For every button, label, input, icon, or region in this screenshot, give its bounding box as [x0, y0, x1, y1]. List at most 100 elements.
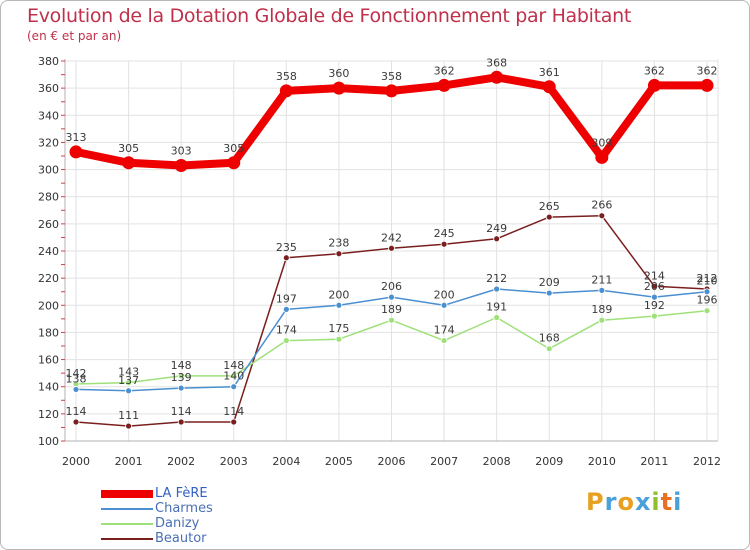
point-la-f-re-2007: [437, 78, 451, 92]
data-label-la-f-re-2003: 305: [223, 142, 244, 155]
point-la-f-re-2003: [227, 156, 241, 170]
x-tick-label-2001: 2001: [115, 455, 143, 468]
point-danizy-2006: [388, 316, 395, 324]
data-label-charmes-2005: 200: [328, 288, 349, 301]
legend-label-charmes: Charmes: [155, 501, 213, 516]
point-charmes-2005: [335, 301, 343, 309]
data-label-charmes-2006: 206: [381, 280, 402, 293]
brand-logo-o: o: [617, 488, 635, 516]
legend-label-la-f-re: LA FèRE: [155, 486, 208, 501]
y-tick-label-260: 260: [38, 218, 59, 231]
point-danizy-2003: [230, 372, 238, 380]
data-label-beautor-2006: 242: [381, 231, 402, 244]
point-danizy-2002: [177, 372, 185, 380]
data-label-beautor-2001: 111: [118, 409, 139, 422]
point-la-f-re-2011: [647, 78, 661, 92]
legend-swatch-charmes: [101, 508, 153, 510]
x-tick-label-2002: 2002: [167, 455, 195, 468]
data-label-beautor-2010: 266: [591, 199, 612, 212]
data-label-beautor-2002: 114: [171, 405, 192, 418]
point-danizy-2001: [125, 379, 132, 387]
point-la-f-re-2000: [69, 145, 83, 159]
legend-swatch-la-f-re: [101, 490, 153, 498]
brand-logo: Proxiti: [586, 488, 682, 516]
point-danizy-2012: [703, 307, 711, 315]
data-label-danizy-2012: 196: [697, 294, 718, 307]
data-label-beautor-2011: 214: [644, 269, 665, 282]
y-tick-label-380: 380: [38, 55, 59, 68]
data-label-charmes-2001: 137: [118, 374, 139, 387]
x-tick-label-2007: 2007: [430, 455, 458, 468]
x-tick-label-2011: 2011: [640, 455, 668, 468]
y-tick-label-220: 220: [38, 272, 59, 285]
point-charmes-2003: [230, 383, 238, 391]
point-beautor-2003: [230, 418, 238, 426]
point-beautor-2010: [598, 212, 606, 220]
data-label-charmes-2007: 200: [434, 288, 455, 301]
data-label-beautor-2005: 238: [328, 237, 349, 250]
data-label-charmes-2004: 197: [276, 292, 297, 305]
y-tick-label-360: 360: [38, 82, 59, 95]
data-label-danizy-2002: 148: [171, 359, 192, 372]
data-label-charmes-2010: 211: [591, 273, 612, 286]
point-beautor-2004: [282, 254, 290, 262]
data-label-charmes-2009: 209: [539, 276, 560, 289]
data-label-la-f-re-2002: 303: [171, 145, 192, 158]
data-label-charmes-2012: 210: [697, 275, 718, 288]
axes: 100 120 140 160 180 200 220 240 260 280 300 320 340 3…: [38, 55, 721, 468]
y-tick-label-100: 100: [38, 435, 59, 448]
point-beautor-2007: [440, 240, 448, 248]
data-label-la-f-re-2012: 362: [697, 64, 718, 77]
y-tick-label-160: 160: [38, 354, 59, 367]
point-la-f-re-2009: [542, 80, 556, 94]
x-tick-label-2006: 2006: [378, 455, 406, 468]
point-charmes-2009: [545, 289, 553, 297]
data-label-danizy-2011: 192: [644, 299, 665, 312]
point-beautor-2011: [651, 282, 658, 290]
data-label-la-f-re-2006: 358: [381, 70, 402, 83]
data-label-beautor-2008: 249: [486, 222, 507, 235]
data-label-la-f-re-2010: 309: [591, 136, 612, 149]
y-tick-label-340: 340: [38, 109, 59, 122]
y-tick-label-240: 240: [38, 245, 59, 258]
legend-label-danizy: Danizy: [155, 516, 200, 531]
brand-logo-x: x: [634, 488, 652, 516]
series-lines: [69, 70, 714, 430]
point-la-f-re-2004: [279, 84, 293, 98]
data-label-charmes-2002: 139: [171, 371, 192, 384]
y-tick-label-300: 300: [38, 164, 59, 177]
point-charmes-2012: [703, 288, 711, 296]
legend-swatch-danizy: [101, 523, 153, 525]
point-danizy-2005: [335, 335, 343, 343]
data-label-la-f-re-2007: 362: [434, 64, 455, 77]
y-tick-label-280: 280: [38, 191, 59, 204]
x-tick-label-2003: 2003: [220, 455, 248, 468]
data-label-danizy-2000: 142: [66, 367, 87, 380]
point-danizy-2009: [545, 345, 553, 353]
point-charmes-2011: [651, 293, 658, 301]
point-beautor-2009: [545, 213, 553, 221]
data-label-charmes-2008: 212: [486, 272, 507, 285]
data-label-charmes-2000: 138: [66, 372, 87, 385]
data-labels: 313 305 303 305 358 360 358 362 368 361 309 362 362 1…: [66, 56, 718, 422]
y-tick-label-120: 120: [38, 408, 59, 421]
x-tick-label-2004: 2004: [272, 455, 300, 468]
data-label-beautor-2003: 114: [223, 405, 244, 418]
point-charmes-2006: [388, 293, 395, 301]
brand-logo-t: t: [660, 488, 674, 516]
x-tick-label-2010: 2010: [588, 455, 616, 468]
point-la-f-re-2008: [490, 70, 504, 84]
data-label-beautor-2012: 212: [697, 272, 718, 285]
data-label-beautor-2009: 265: [539, 200, 560, 213]
data-label-danizy-2010: 189: [591, 303, 612, 316]
point-danizy-2004: [282, 337, 290, 344]
point-danizy-2008: [493, 314, 501, 321]
data-label-la-f-re-2004: 358: [276, 70, 297, 83]
point-beautor-2000: [72, 418, 80, 426]
x-tick-label-2009: 2009: [535, 455, 563, 468]
data-label-la-f-re-2008: 368: [486, 56, 507, 69]
point-la-f-re-2010: [595, 150, 609, 164]
data-label-la-f-re-2001: 305: [118, 142, 139, 155]
